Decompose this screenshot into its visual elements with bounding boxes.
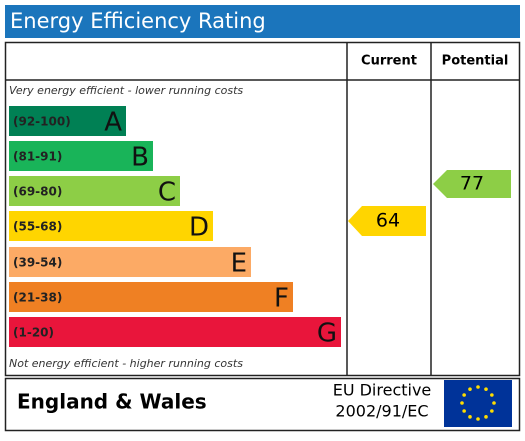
star xyxy=(462,409,466,413)
star xyxy=(468,415,472,419)
potential-arrow xyxy=(433,170,511,198)
band-range: (1-20) xyxy=(13,326,54,340)
band-letter: D xyxy=(189,213,209,243)
band-bar xyxy=(9,141,153,171)
potential-value: 77 xyxy=(460,173,484,195)
star xyxy=(476,417,480,421)
band-range: (39-54) xyxy=(13,256,62,270)
band-letter: F xyxy=(274,284,289,314)
band-letter: E xyxy=(231,249,247,279)
footer-frame xyxy=(4,377,521,432)
title-bar xyxy=(5,5,520,38)
current-value: 64 xyxy=(376,210,400,232)
directive: 2002/91/EC xyxy=(335,402,428,421)
band-bar xyxy=(9,176,180,206)
top-note: Very energy efficient - lower running co… xyxy=(9,84,243,97)
title: Energy Efficiency Rating xyxy=(10,9,266,33)
directive: EU Directive xyxy=(333,381,432,400)
star xyxy=(484,415,488,419)
band-range: (92-100) xyxy=(13,115,71,129)
band-letter: G xyxy=(317,319,337,349)
star xyxy=(490,393,494,397)
eu-stars xyxy=(460,385,496,421)
star xyxy=(484,387,488,391)
star xyxy=(460,401,464,405)
frame xyxy=(4,41,521,377)
star xyxy=(468,387,472,391)
band-bar xyxy=(9,106,126,136)
band-range: (69-80) xyxy=(13,185,62,199)
column-header: Potential xyxy=(442,54,509,69)
band-range: (55-68) xyxy=(13,220,62,234)
bands: (92-100) A (81-91) B (69-80) C (55-68) D (39-54)… xyxy=(9,106,341,349)
star xyxy=(490,409,494,413)
bottom-note: Not energy efficient - higher running co… xyxy=(9,357,243,370)
band-range: (81-91) xyxy=(13,150,62,164)
star xyxy=(462,393,466,397)
current-arrow xyxy=(348,206,426,236)
region: England & Wales xyxy=(17,390,207,414)
band-range: (21-38) xyxy=(13,291,62,305)
star xyxy=(476,385,480,389)
column-header: Current xyxy=(361,54,417,69)
band-letter: C xyxy=(158,178,176,208)
band-bar xyxy=(9,211,213,241)
band-bar xyxy=(9,317,341,347)
band-letter: B xyxy=(131,143,149,173)
band-bar xyxy=(9,282,293,312)
band-letter: A xyxy=(104,108,122,138)
star xyxy=(492,401,496,405)
band-bar xyxy=(9,247,251,277)
